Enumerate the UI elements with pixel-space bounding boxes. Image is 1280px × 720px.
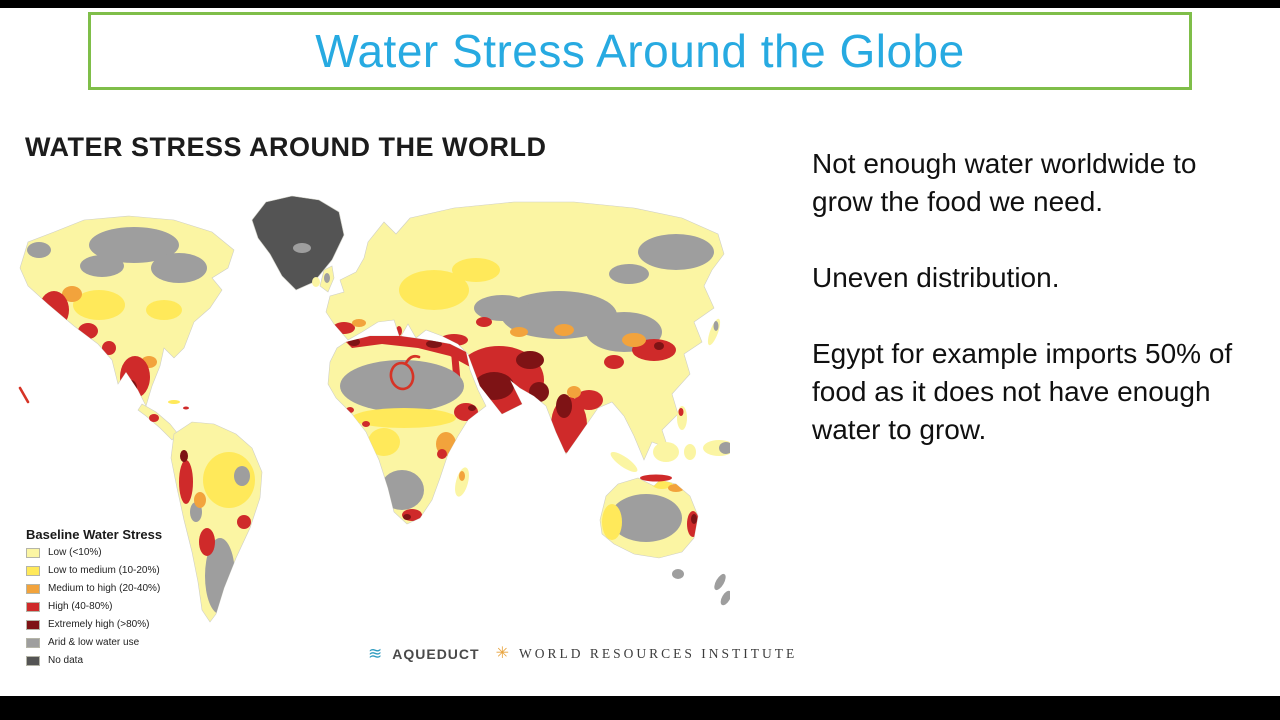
legend-label: Low (<10%)	[48, 547, 102, 558]
slide-title: Water Stress Around the Globe	[315, 25, 965, 77]
legend-label: High (40-80%)	[48, 601, 113, 612]
note-paragraph: Not enough water worldwide to grow the f…	[812, 148, 1197, 218]
note-paragraph: Egypt for example imports 50% of food as…	[812, 338, 1233, 446]
legend-item: High (40-80%)	[26, 601, 162, 612]
central-america	[137, 403, 179, 441]
legend-item: Low (<10%)	[26, 547, 162, 558]
wri-logo-icon: ✳	[495, 644, 509, 662]
legend-swatch	[26, 565, 40, 576]
legend-list: Low (<10%) Low to medium (10-20%) Medium t…	[26, 547, 162, 666]
map-legend: Baseline Water Stress Low (<10%) Low to m…	[26, 525, 167, 675]
aqueduct-wordmark: AQUEDUCT	[392, 645, 480, 662]
hand-drawn-circle-annotation	[18, 354, 421, 404]
legend-swatch	[26, 655, 40, 666]
slide-notes: Not enough water worldwide to grow the f…	[812, 145, 1248, 487]
legend-item: Medium to high (20-40%)	[26, 583, 162, 594]
note-paragraph: Uneven distribution.	[812, 262, 1060, 294]
legend-swatch	[26, 583, 40, 594]
legend-item: Extremely high (>80%)	[26, 619, 162, 630]
world-map	[18, 195, 730, 623]
legend-swatch	[26, 637, 40, 648]
islands	[149, 243, 730, 606]
map-credits: ≋ AQUEDUCT ✳ WORLD RESOURCES INSTITUTE	[368, 645, 797, 662]
legend-swatch	[26, 601, 40, 612]
aqueduct-logo-icon: ≋	[368, 644, 383, 663]
greenland	[251, 195, 345, 291]
legend-label: Low to medium (10-20%)	[48, 565, 160, 576]
legend-item: No data	[26, 655, 162, 666]
legend-swatch	[26, 547, 40, 558]
legend-title: Baseline Water Stress	[26, 527, 163, 542]
slide-title-box: Water Stress Around the Globe	[88, 12, 1192, 90]
legend-label: Medium to high (20-40%)	[48, 583, 161, 594]
map-heading: WATER STRESS AROUND THE WORLD	[25, 132, 547, 162]
legend-item: Low to medium (10-20%)	[26, 565, 162, 576]
legend-swatch	[26, 619, 40, 630]
legend-label: Extremely high (>80%)	[48, 619, 150, 630]
wri-wordmark: WORLD RESOURCES INSTITUTE	[519, 645, 798, 661]
legend-label: Arid & low water use	[48, 637, 140, 648]
legend-item: Arid & low water use	[26, 637, 162, 648]
slide: Water Stress Around the Globe WATER STRE…	[0, 8, 1280, 696]
legend-label: No data	[48, 655, 84, 666]
